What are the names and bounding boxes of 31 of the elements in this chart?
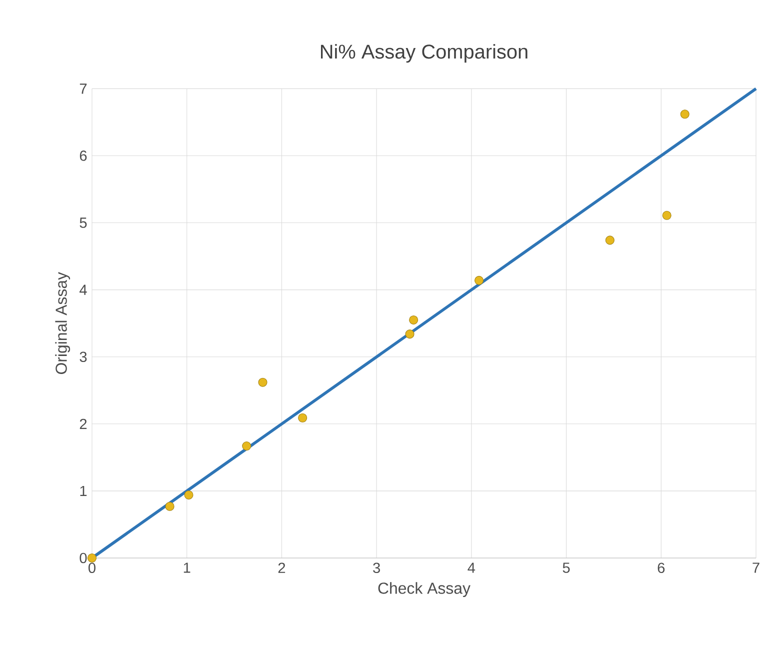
point [680,110,690,119]
point [409,315,418,324]
x-tick-label: 1 [184,562,190,573]
y-axis-title: Original Assay [55,272,70,374]
y-tick-label: 2 [80,418,87,430]
x-tick-label: 5 [562,562,570,573]
chart-title: Ni% Assay Comparison [320,44,528,63]
x-tick-label: 4 [468,562,476,573]
point [165,502,174,511]
x-tick-label: 2 [278,562,286,573]
y-tick-label: 0 [80,552,87,564]
y-tick-label: 4 [80,284,87,295]
point [184,490,194,500]
point [405,330,414,339]
point [87,553,97,563]
y-tick-label: 3 [80,352,87,362]
point [258,378,268,387]
x-tick-label: 7 [752,562,760,573]
x-tick-label: 6 [658,562,665,574]
point [298,413,308,422]
y-tick-label: 1 [80,486,87,496]
x-tick-label: 3 [373,562,380,574]
point [662,210,672,220]
x-axis-title: Check Assay [378,582,470,598]
y-tick-label: 5 [80,218,87,228]
point [474,276,484,285]
x-tick-label: 0 [88,562,96,574]
y-tick-label: 6 [80,150,87,161]
y-tick-label: 7 [80,84,87,94]
point [242,442,252,451]
point [605,236,614,245]
